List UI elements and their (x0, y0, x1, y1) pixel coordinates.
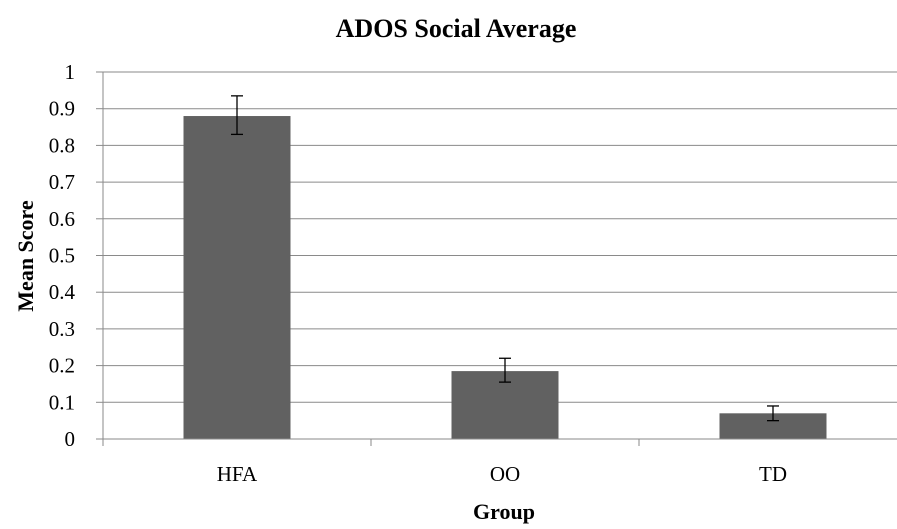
bars (183, 95, 827, 439)
axes (96, 71, 897, 446)
y-tick-label: 0.3 (49, 317, 75, 341)
y-tick-label: 0.8 (49, 133, 75, 157)
x-axis-title: Group (473, 499, 535, 524)
y-axis-title: Mean Score (13, 200, 38, 312)
y-tick-label: 0.2 (49, 354, 75, 378)
x-tick-label: TD (759, 462, 787, 486)
y-tick-label: 0.4 (49, 280, 76, 304)
y-tick-label: 0.7 (49, 170, 75, 194)
bar (183, 116, 291, 439)
chart-title: ADOS Social Average (336, 14, 577, 43)
y-tick-label: 0.6 (49, 207, 75, 231)
x-tick-label: HFA (217, 462, 258, 486)
y-tick-label: 0.5 (49, 244, 75, 268)
y-tick-label: 0.9 (49, 97, 75, 121)
tick-labels: 0 0.1 0.2 0.3 0.4 0.5 0.6 0.7 0.8 0.9 1 HFA OO TD (49, 60, 787, 486)
x-tick-label: OO (490, 462, 520, 486)
y-tick-label: 0.1 (49, 390, 75, 414)
y-tick-label: 0 (65, 427, 76, 451)
y-tick-label: 1 (65, 60, 76, 84)
